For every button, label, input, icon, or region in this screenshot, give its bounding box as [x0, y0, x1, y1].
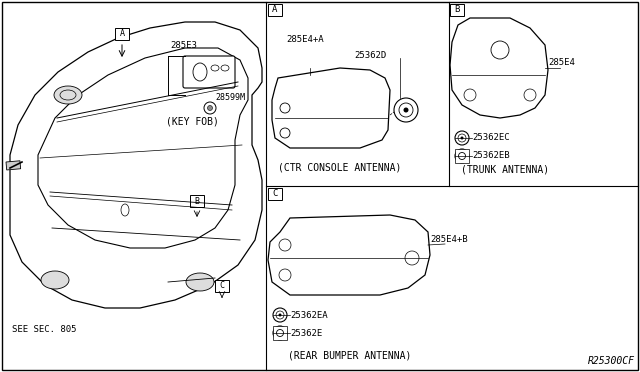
- Ellipse shape: [199, 68, 221, 82]
- Ellipse shape: [207, 106, 212, 110]
- Ellipse shape: [278, 314, 282, 317]
- Text: C: C: [220, 282, 225, 291]
- Bar: [450, 4, 464, 16]
- Text: B: B: [195, 196, 200, 205]
- Text: 28599M: 28599M: [215, 93, 245, 102]
- Text: (CTR CONSOLE ANTENNA): (CTR CONSOLE ANTENNA): [278, 162, 402, 172]
- Bar: [6, 161, 20, 170]
- Text: C: C: [272, 189, 278, 199]
- Ellipse shape: [186, 273, 214, 291]
- Bar: [190, 195, 204, 207]
- Text: 25362EB: 25362EB: [472, 151, 509, 160]
- Text: A: A: [272, 6, 278, 15]
- Bar: [215, 280, 229, 292]
- Bar: [268, 4, 282, 16]
- Text: (KEY FOB): (KEY FOB): [166, 116, 218, 126]
- Bar: [455, 149, 469, 163]
- Bar: [273, 326, 287, 340]
- Text: R25300CF: R25300CF: [588, 356, 635, 366]
- Text: (REAR BUMPER ANTENNA): (REAR BUMPER ANTENNA): [288, 350, 412, 360]
- FancyBboxPatch shape: [183, 56, 235, 88]
- Text: (TRUNK ANTENNA): (TRUNK ANTENNA): [461, 164, 549, 174]
- Ellipse shape: [403, 108, 408, 112]
- Text: 285E3: 285E3: [170, 41, 197, 50]
- Text: SEE SEC. 805: SEE SEC. 805: [12, 326, 77, 334]
- Ellipse shape: [41, 271, 69, 289]
- Text: 25362D: 25362D: [354, 51, 387, 60]
- Text: 25362EC: 25362EC: [472, 134, 509, 142]
- Text: 285E4+B: 285E4+B: [430, 235, 468, 244]
- Text: A: A: [120, 29, 125, 38]
- Text: 285E4+A: 285E4+A: [286, 35, 324, 44]
- Ellipse shape: [54, 86, 82, 104]
- Text: 285E4: 285E4: [548, 58, 575, 67]
- Text: B: B: [454, 6, 460, 15]
- Ellipse shape: [461, 137, 463, 140]
- Bar: [115, 28, 129, 40]
- Bar: [268, 188, 282, 200]
- Text: 25362EA: 25362EA: [290, 311, 328, 320]
- Text: 25362E: 25362E: [290, 328, 323, 337]
